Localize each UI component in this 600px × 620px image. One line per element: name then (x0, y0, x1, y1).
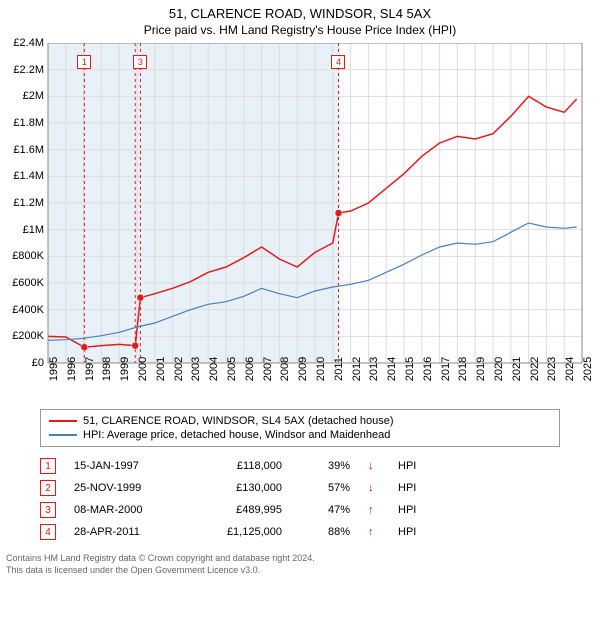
x-tick-label: 2017 (440, 357, 452, 381)
title-line-2: Price paid vs. HM Land Registry's House … (0, 23, 600, 37)
transaction-date: 08-MAR-2000 (74, 504, 174, 516)
chart-marker-label: 1 (77, 55, 91, 69)
y-tick-label: £1.2M (13, 197, 44, 209)
y-tick-label: £1.6M (13, 144, 44, 156)
transaction-hpi-tag: HPI (398, 460, 416, 472)
x-tick-label: 2022 (529, 357, 541, 381)
x-tick-label: 2021 (511, 357, 523, 381)
y-tick-label: £1M (23, 224, 44, 236)
arrow-down-icon: ↓ (368, 482, 380, 494)
x-tick-label: 2012 (351, 357, 363, 381)
x-tick-label: 2004 (208, 357, 220, 381)
chart: £0 £200K £400K £600K £800K £1M £1.2M £1.4M £1.6M… (0, 43, 600, 403)
transaction-percent: 57% (300, 482, 350, 494)
transaction-row: 2 25-NOV-1999 £130,000 57% ↓ HPI (40, 477, 560, 499)
x-tick-label: 1995 (48, 357, 60, 381)
arrow-down-icon: ↓ (368, 460, 380, 472)
transaction-percent: 39% (300, 460, 350, 472)
y-tick-label: £800K (12, 250, 44, 262)
transaction-row: 4 28-APR-2011 £1,125,000 88% ↑ HPI (40, 521, 560, 543)
transaction-percent: 47% (300, 504, 350, 516)
y-tick-label: £1.8M (13, 117, 44, 129)
y-tick-label: £1.4M (13, 170, 44, 182)
chart-marker-label: 4 (331, 55, 345, 69)
x-tick-label: 2002 (173, 357, 185, 381)
transaction-number: 1 (40, 458, 56, 474)
transaction-row: 3 08-MAR-2000 £489,995 47% ↑ HPI (40, 499, 560, 521)
x-tick-label: 1998 (101, 357, 113, 381)
x-tick-label: 2016 (422, 357, 434, 381)
transaction-hpi-tag: HPI (398, 504, 416, 516)
y-tick-label: £2M (23, 90, 44, 102)
legend-swatch (49, 420, 77, 422)
transaction-date: 15-JAN-1997 (74, 460, 174, 472)
x-tick-label: 2023 (546, 357, 558, 381)
x-tick-label: 1999 (119, 357, 131, 381)
arrow-up-icon: ↑ (368, 526, 380, 538)
y-tick-label: £200K (12, 330, 44, 342)
legend-row: HPI: Average price, detached house, Wind… (49, 428, 551, 442)
transaction-number: 2 (40, 480, 56, 496)
y-tick-label: £2.2M (13, 64, 44, 76)
transaction-date: 25-NOV-1999 (74, 482, 174, 494)
x-tick-label: 2020 (493, 357, 505, 381)
transaction-table: 1 15-JAN-1997 £118,000 39% ↓ HPI 2 25-NOV-1999 £… (40, 455, 560, 543)
transaction-price: £118,000 (192, 460, 282, 472)
x-tick-label: 1996 (66, 357, 78, 381)
x-tick-label: 2019 (475, 357, 487, 381)
footer: Contains HM Land Registry data © Crown c… (6, 553, 594, 576)
y-tick-label: £400K (12, 304, 44, 316)
x-tick-label: 2005 (226, 357, 238, 381)
x-tick-label: 1997 (84, 357, 96, 381)
y-tick-label: £0 (32, 357, 44, 369)
x-tick-label: 2009 (297, 357, 309, 381)
transaction-row: 1 15-JAN-1997 £118,000 39% ↓ HPI (40, 455, 560, 477)
y-tick-label: £600K (12, 277, 44, 289)
x-tick-label: 2024 (564, 357, 576, 381)
transaction-hpi-tag: HPI (398, 526, 416, 538)
legend: 51, CLARENCE ROAD, WINDSOR, SL4 5AX (det… (40, 409, 560, 447)
x-tick-label: 2007 (262, 357, 274, 381)
chart-marker-label: 3 (133, 55, 147, 69)
legend-swatch (49, 434, 77, 436)
x-tick-label: 2000 (137, 357, 149, 381)
x-tick-label: 2018 (457, 357, 469, 381)
transaction-price: £489,995 (192, 504, 282, 516)
x-tick-label: 2025 (582, 357, 594, 381)
x-tick-label: 2006 (244, 357, 256, 381)
title-line-1: 51, CLARENCE ROAD, WINDSOR, SL4 5AX (0, 6, 600, 21)
transaction-hpi-tag: HPI (398, 482, 416, 494)
chart-svg (0, 43, 600, 403)
y-tick-label: £2.4M (13, 37, 44, 49)
transaction-date: 28-APR-2011 (74, 526, 174, 538)
x-tick-label: 2013 (368, 357, 380, 381)
x-tick-label: 2003 (190, 357, 202, 381)
legend-text: 51, CLARENCE ROAD, WINDSOR, SL4 5AX (det… (83, 415, 394, 427)
footer-line-2: This data is licensed under the Open Gov… (6, 565, 594, 577)
x-tick-label: 2015 (404, 357, 416, 381)
x-tick-label: 2008 (279, 357, 291, 381)
x-tick-label: 2014 (386, 357, 398, 381)
footer-line-1: Contains HM Land Registry data © Crown c… (6, 553, 594, 565)
x-tick-label: 2001 (155, 357, 167, 381)
legend-text: HPI: Average price, detached house, Wind… (83, 429, 390, 441)
transaction-number: 4 (40, 524, 56, 540)
transaction-price: £130,000 (192, 482, 282, 494)
arrow-up-icon: ↑ (368, 504, 380, 516)
x-tick-label: 2010 (315, 357, 327, 381)
transaction-percent: 88% (300, 526, 350, 538)
x-tick-label: 2011 (333, 357, 345, 381)
transaction-price: £1,125,000 (192, 526, 282, 538)
legend-row: 51, CLARENCE ROAD, WINDSOR, SL4 5AX (det… (49, 414, 551, 428)
transaction-number: 3 (40, 502, 56, 518)
